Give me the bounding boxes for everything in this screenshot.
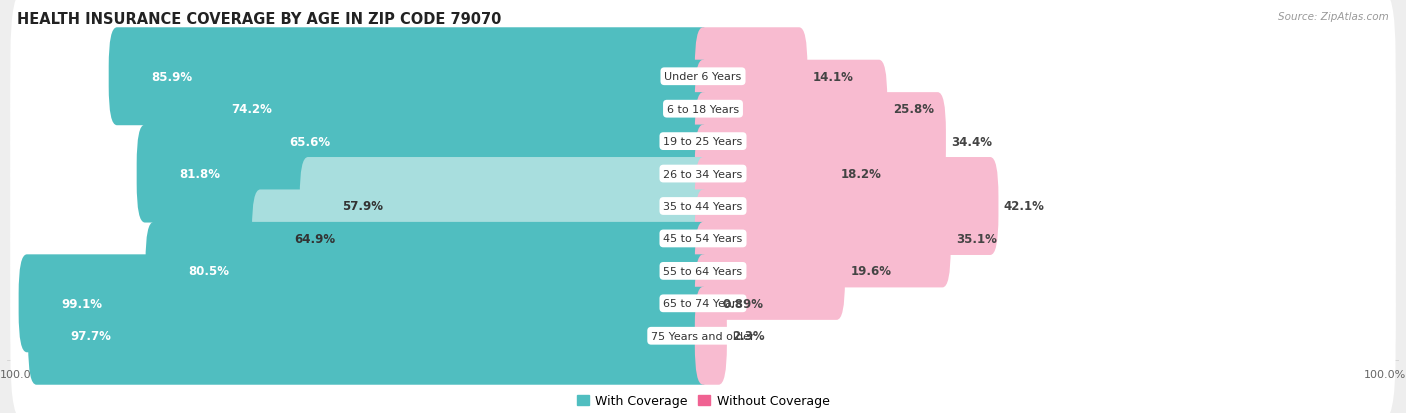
FancyBboxPatch shape [695,158,998,255]
Text: 74.2%: 74.2% [231,103,271,116]
FancyBboxPatch shape [10,88,1396,260]
FancyBboxPatch shape [10,218,1396,389]
Text: 0.89%: 0.89% [723,297,763,310]
FancyBboxPatch shape [247,93,711,191]
Text: 57.9%: 57.9% [342,200,382,213]
Text: 18.2%: 18.2% [841,168,882,180]
Text: 99.1%: 99.1% [60,297,101,310]
FancyBboxPatch shape [18,255,711,352]
Text: 2.3%: 2.3% [733,330,765,342]
FancyBboxPatch shape [108,28,711,126]
Text: HEALTH INSURANCE COVERAGE BY AGE IN ZIP CODE 79070: HEALTH INSURANCE COVERAGE BY AGE IN ZIP … [17,12,502,27]
FancyBboxPatch shape [136,125,711,223]
FancyBboxPatch shape [10,185,1396,357]
FancyBboxPatch shape [252,190,711,288]
Text: Source: ZipAtlas.com: Source: ZipAtlas.com [1278,12,1389,22]
FancyBboxPatch shape [10,121,1396,292]
FancyBboxPatch shape [695,287,727,385]
Text: 85.9%: 85.9% [150,71,193,83]
FancyBboxPatch shape [695,125,835,223]
FancyBboxPatch shape [695,222,845,320]
FancyBboxPatch shape [695,28,807,126]
FancyBboxPatch shape [10,250,1396,413]
Text: 34.4%: 34.4% [952,135,993,148]
FancyBboxPatch shape [10,56,1396,228]
Text: 25.8%: 25.8% [893,103,934,116]
Text: 65.6%: 65.6% [290,135,330,148]
FancyBboxPatch shape [695,61,887,158]
Legend: With Coverage, Without Coverage: With Coverage, Without Coverage [576,394,830,408]
Text: 35.1%: 35.1% [956,233,997,245]
Text: 19 to 25 Years: 19 to 25 Years [664,137,742,147]
FancyBboxPatch shape [695,93,946,191]
Text: 55 to 64 Years: 55 to 64 Years [664,266,742,276]
Text: Under 6 Years: Under 6 Years [665,72,741,82]
Text: 19.6%: 19.6% [851,265,891,278]
Text: 64.9%: 64.9% [294,233,336,245]
Text: 14.1%: 14.1% [813,71,853,83]
Text: 42.1%: 42.1% [1004,200,1045,213]
FancyBboxPatch shape [10,24,1396,195]
FancyBboxPatch shape [146,222,711,320]
Text: 97.7%: 97.7% [70,330,111,342]
FancyBboxPatch shape [695,190,950,288]
FancyBboxPatch shape [10,0,1396,163]
Text: 26 to 34 Years: 26 to 34 Years [664,169,742,179]
Text: 65 to 74 Years: 65 to 74 Years [664,299,742,309]
Text: 75 Years and older: 75 Years and older [651,331,755,341]
Text: 35 to 44 Years: 35 to 44 Years [664,202,742,211]
FancyBboxPatch shape [188,61,711,158]
Text: 81.8%: 81.8% [179,168,219,180]
FancyBboxPatch shape [299,158,711,255]
Text: 6 to 18 Years: 6 to 18 Years [666,104,740,114]
FancyBboxPatch shape [10,153,1396,325]
Text: 80.5%: 80.5% [188,265,229,278]
FancyBboxPatch shape [695,255,717,352]
Text: 45 to 54 Years: 45 to 54 Years [664,234,742,244]
FancyBboxPatch shape [28,287,711,385]
